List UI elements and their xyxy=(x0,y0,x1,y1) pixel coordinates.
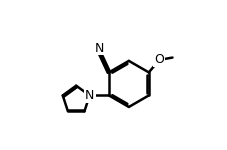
Text: N: N xyxy=(94,42,104,55)
Text: O: O xyxy=(154,53,163,66)
Text: N: N xyxy=(84,89,94,102)
